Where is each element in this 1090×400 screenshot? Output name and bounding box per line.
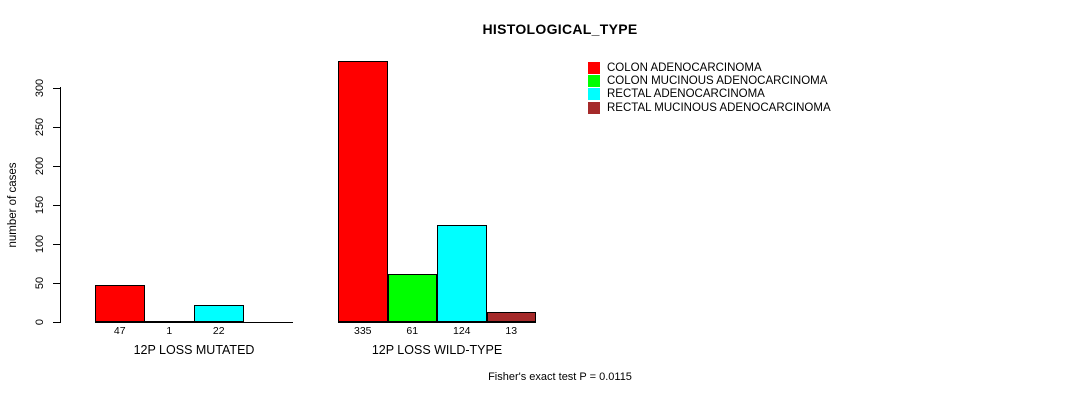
legend-row: COLON MUCINOUS ADENOCARCINOMA [588,74,831,87]
y-axis-line [60,87,61,323]
y-tick-mark [53,88,60,89]
bar-colon-mucinous-adenocarcinoma [144,321,194,323]
y-axis-label: number of cases [7,162,19,248]
legend-label: RECTAL ADENOCARCINOMA [607,88,765,101]
y-tick-mark [53,205,60,206]
legend-label: COLON ADENOCARCINOMA [607,61,762,74]
legend-label: RECTAL MUCINOUS ADENOCARCINOMA [607,101,831,114]
y-tick-label: 50 [34,276,46,290]
y-tick-mark [53,166,60,167]
bar-value-label: 1 [166,325,173,337]
bar-colon-adenocarcinoma [95,285,145,322]
y-tick-mark [53,322,60,323]
y-tick-mark [53,127,60,128]
legend-swatch-colon-mucinous-adenocarcinoma-icon [588,74,600,87]
y-tick-label: 200 [34,156,46,176]
bar-value-label: 335 [353,325,372,337]
y-tick-label: 100 [34,234,46,254]
y-tick-label: 300 [34,78,46,98]
bar-value-label: 61 [406,325,419,337]
legend-label: COLON MUCINOUS ADENOCARCINOMA [607,74,828,87]
bar-value-label: 47 [113,325,126,337]
bar-rectal-adenocarcinoma [437,225,487,322]
fisher-test-footnote: Fisher's exact test P = 0.0115 [488,371,632,383]
legend-swatch-rectal-mucinous-adenocarcinoma-icon [588,101,600,114]
legend-row: RECTAL MUCINOUS ADENOCARCINOMA [588,101,831,114]
bar-value-label: 13 [505,325,518,337]
legend-row: COLON ADENOCARCINOMA [588,61,831,74]
y-tick-label: 150 [34,195,46,215]
legend-swatch-colon-adenocarcinoma-icon [588,61,600,74]
bar-value-label: 22 [212,325,225,337]
x-baseline [95,322,293,323]
bar-value-label: 124 [452,325,471,337]
x-group-label-wild-type: 12P LOSS WILD-TYPE [371,343,503,357]
x-baseline [338,322,536,323]
bar-colon-adenocarcinoma [338,61,388,322]
legend: COLON ADENOCARCINOMA COLON MUCINOUS ADEN… [588,61,831,114]
y-tick-mark [53,244,60,245]
x-group-label-mutated: 12P LOSS MUTATED [133,343,255,357]
y-tick-label: 0 [34,318,46,326]
bar-colon-mucinous-adenocarcinoma [387,274,437,322]
chart-title: HISTOLOGICAL_TYPE [482,21,638,37]
bar-rectal-mucinous-adenocarcinoma [486,312,536,322]
bar-rectal-adenocarcinoma [194,305,244,322]
y-tick-label: 250 [34,117,46,137]
y-tick-mark [53,283,60,284]
legend-swatch-rectal-adenocarcinoma-icon [588,88,600,101]
legend-row: RECTAL ADENOCARCINOMA [588,88,831,101]
